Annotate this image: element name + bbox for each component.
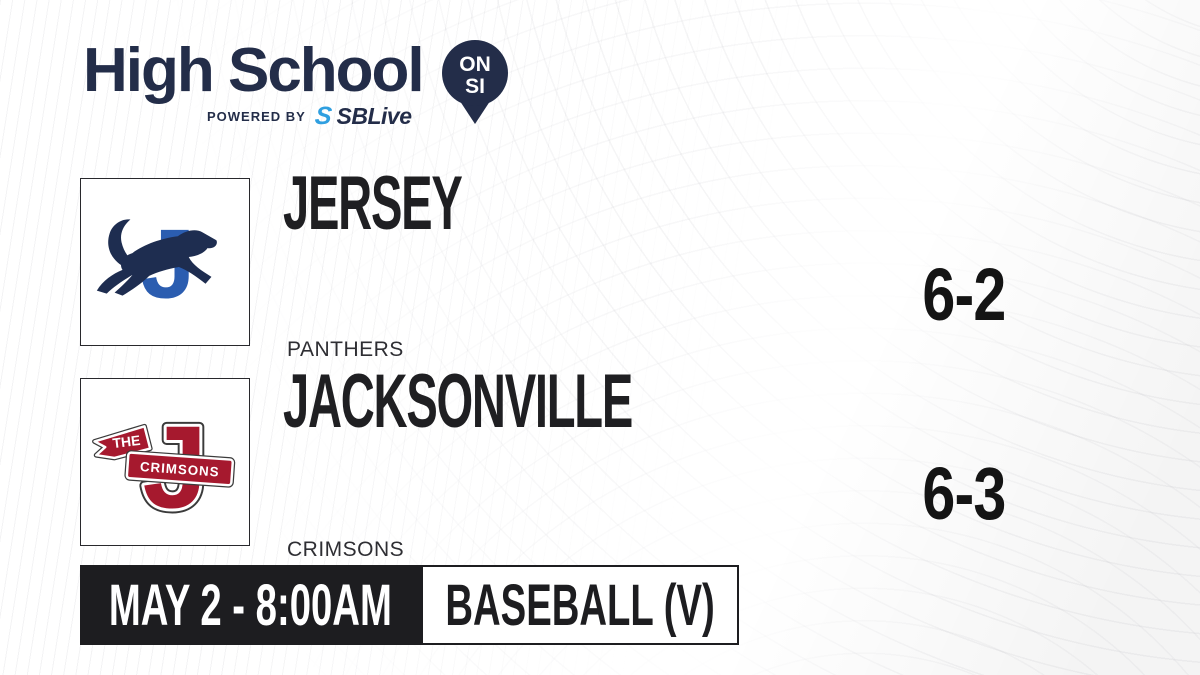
team-logo-box: J xyxy=(80,178,250,346)
jacksonville-crimsons-logo-icon: J J J THE CRIMSONS xyxy=(92,397,236,537)
team-mascot: CRIMSONS xyxy=(287,538,405,561)
sblive-s-icon: S xyxy=(313,101,334,130)
team-name: JACKSONVILLE xyxy=(283,359,633,444)
event-bar: BASEBALL (V) xyxy=(421,565,739,645)
banner-the: THE xyxy=(112,432,141,451)
team-record: 6-2 xyxy=(922,253,1006,336)
jersey-panthers-logo-icon: J xyxy=(96,209,217,319)
powered-by-row: POWERED BY S SBLive xyxy=(207,101,412,130)
team-record: 6-3 xyxy=(922,452,1006,535)
event-label: BASEBALL (V) xyxy=(445,572,715,638)
pin-text-si: SI xyxy=(465,75,485,98)
powered-by-label: POWERED BY xyxy=(207,108,306,124)
team-logo-box: J J J THE CRIMSONS xyxy=(80,378,250,546)
pin-text-on: ON xyxy=(459,53,491,76)
on-si-pin-icon: ON SI xyxy=(442,40,508,124)
team-mascot: PANTHERS xyxy=(287,338,404,361)
team-name: JERSEY xyxy=(283,161,463,246)
sblive-wordmark: SBLive xyxy=(336,102,412,129)
brand-title: High School xyxy=(83,36,425,105)
date-time-bar: MAY 2 - 8:00AM xyxy=(80,565,421,645)
banner-crimsons: CRIMSONS xyxy=(139,459,220,480)
date-time-label: MAY 2 - 8:00AM xyxy=(109,572,392,638)
